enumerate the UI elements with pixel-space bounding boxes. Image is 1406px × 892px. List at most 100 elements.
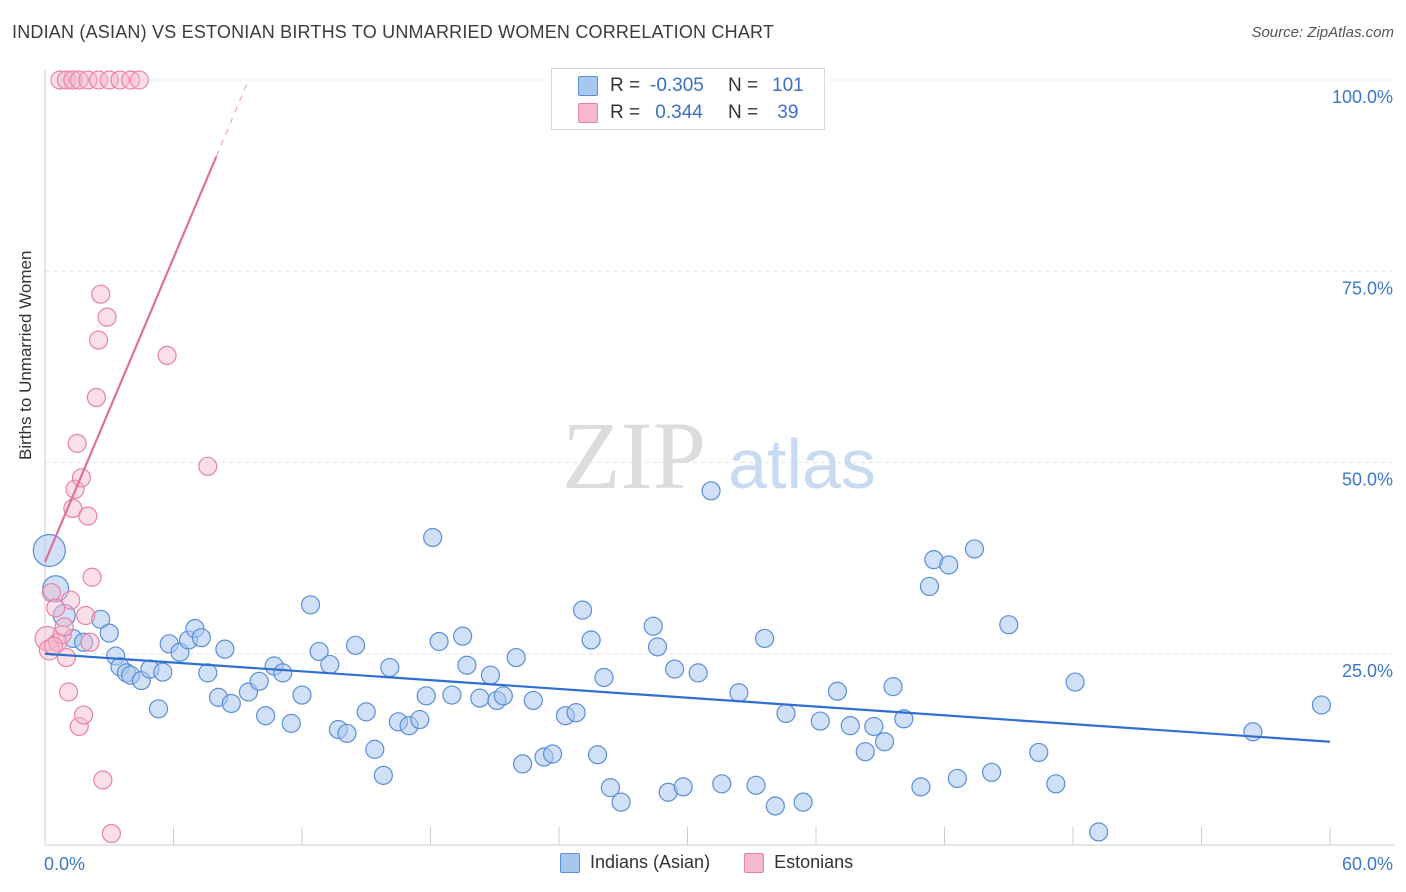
data-point-indians	[776, 703, 796, 724]
data-point-indians	[1089, 822, 1109, 842]
trend-line-indians	[44, 652, 1331, 743]
data-point-indians	[643, 616, 663, 636]
data-point-indians	[754, 628, 775, 649]
data-point-estonians	[78, 70, 98, 90]
data-point-indians	[855, 742, 875, 762]
data-point-indians	[198, 663, 218, 683]
chart-source: Source: ZipAtlas.com	[1251, 24, 1394, 41]
stats-row-estonians: R = 0.344 N = 39	[578, 100, 798, 126]
data-point-indians	[701, 481, 721, 501]
data-point-indians	[1065, 672, 1085, 692]
data-point-estonians	[157, 345, 177, 365]
data-point-estonians	[198, 456, 218, 476]
data-point-indians	[442, 685, 462, 705]
data-point-indians	[572, 600, 593, 620]
data-point-indians	[810, 711, 830, 731]
stats-box: R = -0.305 N = 101 R = 0.344 N = 39	[551, 68, 825, 130]
legend-swatch-blue	[560, 852, 580, 873]
x-tick-label-max: 60.0%	[1342, 854, 1393, 874]
axes	[44, 70, 1395, 846]
data-point-indians	[281, 713, 301, 733]
stats-swatch-blue	[578, 76, 598, 96]
data-point-indians	[894, 709, 914, 729]
stats-r-label: R =	[610, 75, 641, 96]
data-point-indians	[215, 639, 235, 659]
data-point-indians	[611, 792, 631, 812]
data-point-estonians	[46, 598, 66, 618]
y-tick-label: 100.0%	[1332, 87, 1393, 107]
stats-n-value: 39	[772, 102, 798, 124]
data-point-indians	[1311, 695, 1332, 715]
data-point-estonians	[43, 636, 64, 656]
data-point-indians	[919, 576, 940, 597]
stats-n-value: 101	[772, 75, 804, 96]
data-point-indians	[964, 539, 985, 559]
data-point-indians	[320, 654, 340, 675]
data-point-indians	[191, 628, 211, 648]
data-point-indians	[999, 615, 1019, 635]
y-tick-label: 50.0%	[1342, 470, 1393, 490]
data-point-indians	[566, 703, 586, 723]
data-point-indians	[356, 702, 376, 722]
data-point-estonians	[110, 70, 130, 90]
data-point-indians	[647, 637, 668, 657]
data-point-indians	[309, 641, 329, 662]
data-point-indians	[506, 647, 526, 668]
legend-label-indians: Indians (Asian)	[590, 852, 711, 872]
data-point-indians	[793, 792, 813, 812]
data-point-indians	[883, 677, 903, 697]
data-point-indians	[410, 709, 430, 730]
data-point-indians	[688, 663, 708, 683]
data-point-indians	[911, 777, 931, 797]
data-point-indians	[493, 686, 513, 706]
y-tick-label: 25.0%	[1342, 661, 1393, 681]
data-point-indians	[480, 665, 501, 685]
data-point-indians	[416, 686, 436, 706]
data-point-indians	[746, 775, 766, 795]
data-point-estonians	[99, 70, 119, 90]
data-point-indians	[429, 631, 449, 652]
data-point-estonians	[97, 307, 117, 327]
data-point-indians	[939, 555, 959, 575]
data-point-estonians	[101, 823, 121, 844]
stats-r-value: 0.344	[650, 102, 728, 124]
data-point-indians	[581, 630, 601, 650]
data-point-estonians	[88, 330, 109, 350]
stats-n-label: N =	[728, 102, 759, 123]
legend-swatch-pink	[744, 852, 765, 873]
data-point-indians	[99, 623, 119, 643]
data-point-indians	[874, 732, 895, 752]
data-point-indians	[665, 659, 685, 679]
data-point-indians	[73, 632, 94, 652]
watermark: ZIP atlas	[562, 402, 876, 509]
data-point-indians	[600, 778, 621, 798]
data-point-estonians	[86, 387, 107, 408]
data-point-estonians	[67, 433, 87, 453]
data-point-estonians	[78, 506, 98, 526]
data-point-indians	[712, 774, 732, 794]
data-point-indians	[947, 768, 967, 789]
series-indians-points	[32, 481, 1332, 842]
data-point-estonians	[41, 582, 62, 603]
data-point-indians	[457, 655, 477, 675]
data-point-indians	[587, 745, 608, 765]
data-point-indians	[1046, 774, 1066, 794]
data-point-estonians	[56, 647, 77, 668]
legend-item-estonians: Estonians	[744, 852, 853, 873]
data-point-estonians	[58, 682, 79, 702]
stats-row-indians: R = -0.305 N = 101	[578, 73, 804, 99]
trend-lines	[43, 79, 1331, 743]
data-point-indians	[249, 671, 269, 691]
data-point-estonians	[69, 716, 89, 737]
data-point-indians	[729, 683, 749, 703]
data-point-indians	[221, 693, 241, 714]
data-point-indians	[300, 595, 321, 615]
data-point-estonians	[63, 70, 83, 90]
data-point-indians	[673, 777, 693, 797]
data-point-estonians	[88, 70, 109, 90]
x-tick-label-min: 0.0%	[44, 854, 85, 874]
data-point-indians	[365, 739, 385, 759]
data-point-estonians	[93, 770, 113, 790]
data-point-indians	[423, 527, 443, 548]
data-point-indians	[380, 657, 400, 678]
